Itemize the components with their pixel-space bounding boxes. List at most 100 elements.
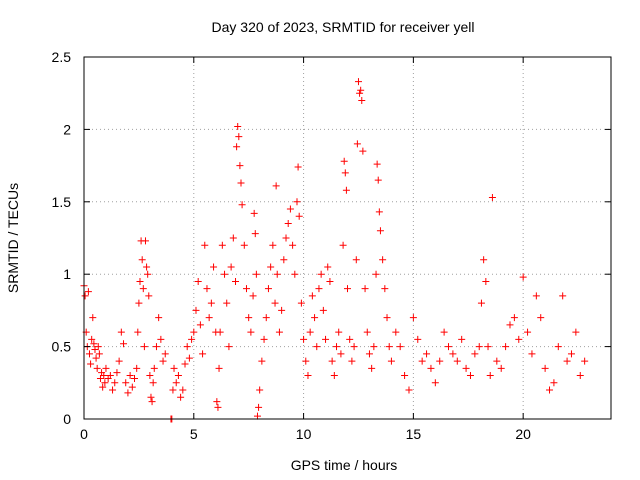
data-point [227,263,235,271]
data-point [313,343,321,351]
data-point [300,335,308,343]
data-point [235,133,243,141]
data-point [381,285,389,293]
data-point [102,364,110,372]
data-point [306,328,314,336]
data-point [196,321,204,329]
data-point [453,357,461,365]
x-tick-label: 5 [190,426,198,442]
data-point [519,273,527,281]
data-point [339,241,347,249]
data-point [374,176,382,184]
data-point [405,386,413,394]
data-point [149,379,157,387]
data-point [315,285,323,293]
data-point [528,350,536,358]
data-point [567,350,575,358]
data-point [275,328,283,336]
data-point [375,208,383,216]
data-point [159,357,167,365]
y-axis-label: SRMTID / TECUs [5,183,21,293]
data-point [199,350,207,358]
data-point [563,357,571,365]
data-point [546,386,554,394]
data-point [372,270,380,278]
data-point [140,343,148,351]
data-point [445,343,453,351]
data-point [293,198,301,206]
data-point [131,374,139,382]
data-point [486,372,494,380]
y-tick-label: 0 [63,411,71,427]
data-point [269,241,277,249]
data-point [502,343,510,351]
data-point [510,314,518,322]
data-point [344,285,351,293]
data-point [436,357,444,365]
data-point [392,328,400,336]
data-point [90,340,98,348]
data-point [272,182,280,190]
data-point [89,314,97,322]
data-point [532,292,540,300]
data-point [183,343,191,351]
data-point [317,270,325,278]
data-point [294,163,302,171]
data-point [271,299,279,307]
data-point [354,78,362,86]
data-point [333,343,341,351]
data-point [480,256,488,264]
data-point [365,350,373,358]
data-points-layer [80,78,589,423]
axis-ticks: 0 5 10 15 20 0 0.5 1 1.5 2 2.5 [52,49,611,442]
data-point [100,372,108,380]
data-point [115,357,123,365]
data-point [111,379,119,387]
data-point [328,357,336,365]
data-point [113,369,121,377]
data-point [143,263,151,271]
data-point [234,123,242,131]
data-point [322,335,330,343]
data-point [484,343,492,351]
data-point [385,343,393,351]
data-point [449,350,457,358]
y-tick-label: 1 [63,266,71,282]
data-point [134,328,142,336]
data-point [387,357,395,365]
data-point [471,350,479,358]
data-point [319,306,327,314]
data-point [324,263,332,271]
data-point [280,256,288,264]
data-point [497,364,505,372]
data-point [253,412,261,420]
x-axis-label: GPS time / hours [291,457,398,473]
grid-layer [84,57,611,419]
data-point [190,328,198,336]
data-point [304,372,312,380]
data-point [440,328,448,336]
data-point [223,299,231,307]
data-point [169,386,177,394]
data-point [515,335,523,343]
data-point [124,389,132,397]
data-point [308,292,316,300]
data-point [203,285,211,293]
data-point [207,299,215,307]
data-point [96,374,104,382]
data-point [94,343,102,351]
data-point [554,343,562,351]
data-point [117,328,125,336]
data-point [95,350,103,358]
data-point [337,350,345,358]
data-point [236,162,244,170]
data-point [170,364,178,372]
data-point [273,270,281,278]
data-point [251,230,259,238]
data-point [247,328,255,336]
data-point [148,398,156,406]
data-point [250,209,258,217]
data-point [431,379,439,387]
data-point [414,335,422,343]
